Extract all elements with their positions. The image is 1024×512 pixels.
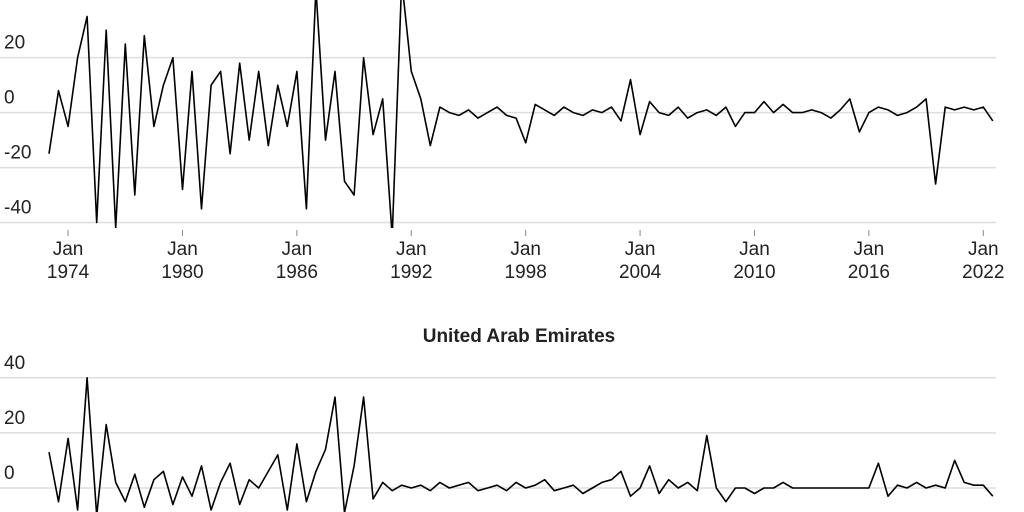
- x-tick-label: Jan 1980: [161, 239, 204, 283]
- y-tick-label: -40: [4, 198, 31, 219]
- x-tick-label: Jan 1998: [504, 239, 547, 283]
- x-tick-label: Jan 2010: [733, 239, 776, 283]
- x-tick-label: Jan 1986: [275, 239, 318, 283]
- y-tick-label: 0: [4, 88, 15, 109]
- x-tick-label: Jan 2016: [847, 239, 891, 283]
- y-tick-label: 20: [4, 33, 25, 54]
- y-tick-label: -20: [4, 143, 31, 164]
- data-line: [48, 377, 994, 512]
- chart-title: United Arab Emirates: [423, 326, 616, 347]
- x-tick-label: Jan 1974: [46, 239, 90, 283]
- x-tick-label: Jan 2004: [618, 239, 662, 283]
- y-tick-label: 0: [4, 463, 15, 484]
- x-tick-label: Jan 2022: [962, 239, 1005, 283]
- data-line: [48, 0, 994, 228]
- y-tick-label: 40: [4, 353, 25, 374]
- x-tick-label: Jan 1992: [390, 239, 433, 283]
- y-tick-label: 20: [4, 408, 25, 429]
